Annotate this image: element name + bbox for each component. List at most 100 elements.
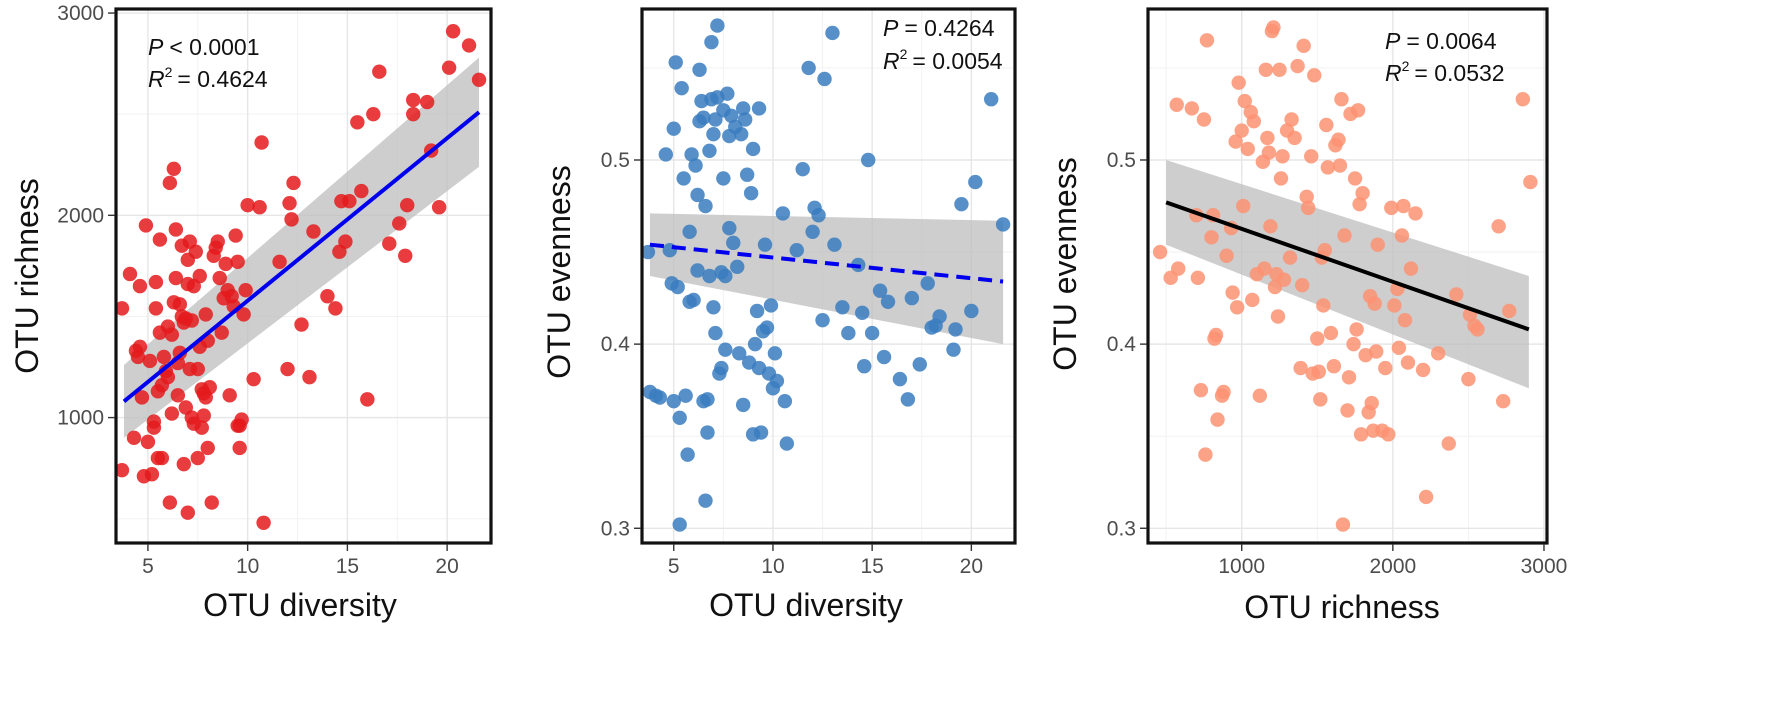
data-point bbox=[152, 232, 168, 247]
data-point bbox=[114, 301, 130, 316]
data-point bbox=[912, 357, 927, 372]
r-squared-label: R2 = 0.4624 bbox=[148, 64, 268, 92]
r-squared-superscript: 2 bbox=[165, 64, 173, 80]
data-point bbox=[900, 392, 916, 407]
data-point bbox=[342, 193, 357, 209]
data-point bbox=[716, 171, 731, 186]
data-point bbox=[272, 254, 287, 270]
panel-diversity-vs-evenness: 5 10 15 20 0.3 0.4 0.5 OTU diversity OTU evennes… bbox=[541, 7, 1017, 623]
data-point bbox=[1449, 287, 1464, 302]
data-point bbox=[718, 268, 733, 284]
data-point bbox=[1252, 388, 1268, 403]
points bbox=[114, 24, 487, 530]
data-point bbox=[406, 106, 421, 122]
data-point bbox=[1310, 331, 1325, 346]
x-tick-label: 2000 bbox=[1369, 555, 1416, 578]
data-point bbox=[1502, 303, 1517, 319]
data-point bbox=[662, 243, 677, 258]
data-point bbox=[789, 243, 804, 258]
x-tick-label: 20 bbox=[435, 555, 458, 578]
p-value: < 0.0001 bbox=[169, 34, 259, 60]
data-point bbox=[757, 237, 773, 252]
data-point bbox=[1236, 198, 1251, 214]
p-symbol: P bbox=[1385, 28, 1401, 54]
data-point bbox=[382, 236, 397, 251]
data-point bbox=[1332, 158, 1348, 173]
data-point bbox=[254, 135, 269, 150]
data-point bbox=[904, 290, 920, 306]
data-point bbox=[1184, 101, 1200, 116]
data-point bbox=[1323, 325, 1339, 341]
data-point bbox=[1523, 174, 1538, 190]
data-point bbox=[1272, 62, 1287, 77]
data-point bbox=[162, 175, 178, 191]
data-point bbox=[238, 282, 253, 298]
data-point bbox=[920, 276, 935, 291]
data-point bbox=[857, 359, 872, 374]
data-point bbox=[686, 292, 701, 308]
data-point bbox=[777, 394, 793, 409]
data-point bbox=[190, 361, 205, 377]
data-point bbox=[743, 185, 759, 201]
data-point bbox=[1225, 285, 1240, 300]
data-point bbox=[670, 279, 685, 295]
data-point bbox=[1515, 92, 1531, 107]
data-point bbox=[210, 234, 225, 249]
data-point bbox=[320, 289, 335, 304]
data-point bbox=[1228, 134, 1243, 149]
data-point bbox=[724, 108, 739, 124]
x-axis-title: OTU diversity bbox=[709, 587, 903, 623]
data-point bbox=[688, 158, 703, 173]
data-point bbox=[132, 278, 148, 294]
data-point bbox=[1199, 33, 1215, 48]
data-point bbox=[1171, 261, 1186, 276]
data-point bbox=[1391, 340, 1407, 356]
data-point bbox=[795, 162, 810, 177]
data-point bbox=[164, 406, 180, 421]
data-point bbox=[1266, 20, 1281, 35]
r-squared-value: = 0.0532 bbox=[1414, 60, 1504, 86]
data-point bbox=[751, 101, 767, 116]
data-point bbox=[1378, 360, 1393, 376]
r-squared-label: R2 = 0.0532 bbox=[1385, 58, 1505, 86]
data-point bbox=[1311, 364, 1326, 379]
data-point bbox=[212, 270, 227, 286]
data-point bbox=[168, 270, 184, 286]
data-point bbox=[1245, 292, 1260, 308]
data-point bbox=[230, 254, 245, 270]
x-axis-title: OTU diversity bbox=[203, 587, 397, 623]
data-point bbox=[1320, 160, 1336, 175]
data-point bbox=[366, 106, 381, 122]
p-symbol: P bbox=[883, 15, 899, 41]
data-point bbox=[880, 294, 896, 309]
data-point bbox=[1237, 93, 1252, 109]
x-tick-label: 3000 bbox=[1521, 555, 1568, 578]
data-point bbox=[692, 62, 707, 77]
data-point bbox=[995, 217, 1011, 232]
data-point bbox=[1293, 360, 1308, 376]
data-point bbox=[735, 101, 751, 116]
regression-line bbox=[649, 242, 1004, 284]
data-point bbox=[184, 313, 199, 328]
data-point bbox=[160, 369, 176, 385]
data-point bbox=[1346, 336, 1361, 352]
data-point bbox=[726, 235, 741, 251]
data-point bbox=[700, 392, 715, 407]
data-point bbox=[1240, 141, 1255, 157]
data-point bbox=[1304, 149, 1319, 164]
data-point bbox=[1294, 278, 1310, 293]
data-point bbox=[734, 127, 749, 142]
data-point bbox=[1316, 298, 1331, 313]
data-point bbox=[1231, 75, 1246, 90]
data-point bbox=[360, 392, 375, 407]
data-point bbox=[1263, 219, 1278, 234]
data-point bbox=[398, 248, 413, 263]
data-point bbox=[194, 420, 209, 435]
y-tick-label: 3000 bbox=[57, 2, 104, 25]
regression-line bbox=[122, 110, 481, 403]
data-point bbox=[708, 325, 723, 341]
data-point bbox=[132, 339, 148, 354]
data-point bbox=[302, 369, 317, 385]
r-symbol: R bbox=[1385, 60, 1402, 86]
data-point bbox=[202, 380, 217, 395]
